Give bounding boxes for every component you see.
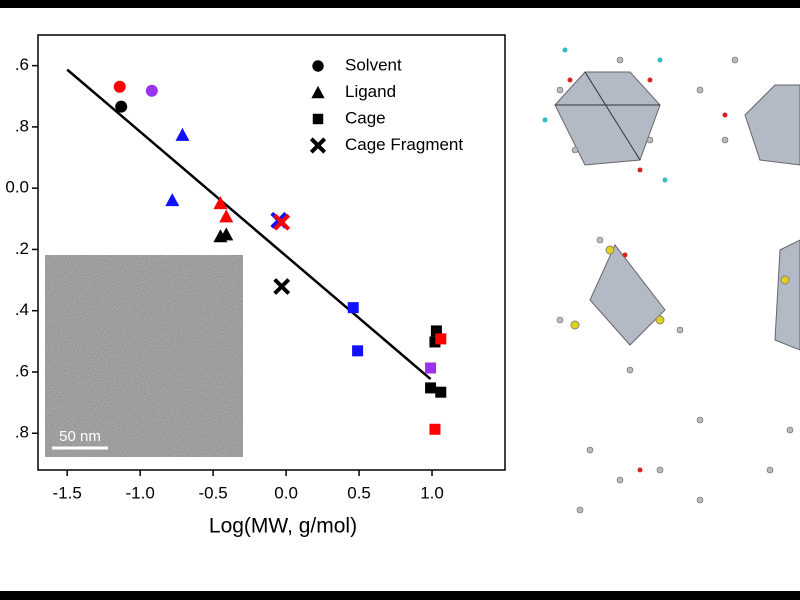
- legend-label: Solvent: [345, 55, 402, 74]
- point: [429, 336, 441, 348]
- point: [115, 100, 128, 113]
- y-tick-label: .6: [15, 361, 29, 380]
- point: [219, 209, 234, 223]
- point: [273, 213, 291, 231]
- point: [435, 333, 447, 345]
- point: [429, 423, 441, 435]
- legend-marker: [311, 85, 325, 99]
- structures: [542, 47, 800, 514]
- legend-marker: [312, 60, 324, 72]
- x-tick-label: -0.5: [198, 483, 227, 502]
- x-axis-title: Log(MW, g/mol): [209, 515, 357, 538]
- point: [352, 345, 364, 357]
- point: [213, 196, 228, 210]
- y-tick-label: .8: [15, 423, 29, 442]
- y-tick-label: 0.0: [5, 178, 29, 197]
- legend: Solvent Ligand Cage Cage Fragment: [309, 55, 463, 154]
- point: [347, 302, 359, 314]
- plot: -1.5 -1.0 -0.5 0.0 0.5 1.0 .6 .8 0.0 .2 .4 .6 .8: [5, 55, 447, 502]
- y-tick-label: .6: [15, 55, 29, 74]
- point: [430, 325, 442, 337]
- scale-label: 50 nm: [59, 428, 101, 445]
- point: [165, 193, 180, 207]
- y-tick-label: .2: [15, 239, 29, 258]
- x-tick-label: 0.5: [347, 483, 371, 502]
- legend-label: Cage: [345, 108, 386, 127]
- y-tick-label: .4: [15, 300, 29, 319]
- frame-top: [0, 0, 800, 8]
- x-tick-label: -1.5: [53, 483, 82, 502]
- point: [113, 80, 126, 93]
- point: [145, 84, 158, 97]
- y-tick-label: .8: [15, 116, 29, 135]
- point: [435, 386, 447, 398]
- x-tick-label: 1.0: [420, 483, 444, 502]
- legend-marker: [309, 137, 327, 154]
- fit-line: [66, 68, 432, 380]
- point: [219, 227, 234, 241]
- legend-label: Cage Fragment: [345, 135, 463, 154]
- frame-bottom: [0, 591, 800, 600]
- x-tick-label: 0.0: [274, 483, 298, 502]
- plot-frame: [37, 34, 506, 471]
- point: [425, 362, 437, 374]
- point: [273, 278, 291, 295]
- inset-image: 50 nm: [45, 255, 243, 457]
- point: [175, 127, 190, 141]
- legend-label: Ligand: [345, 82, 396, 101]
- point: [425, 382, 437, 394]
- legend-marker: [312, 113, 324, 125]
- x-tick-label: -1.0: [126, 483, 155, 502]
